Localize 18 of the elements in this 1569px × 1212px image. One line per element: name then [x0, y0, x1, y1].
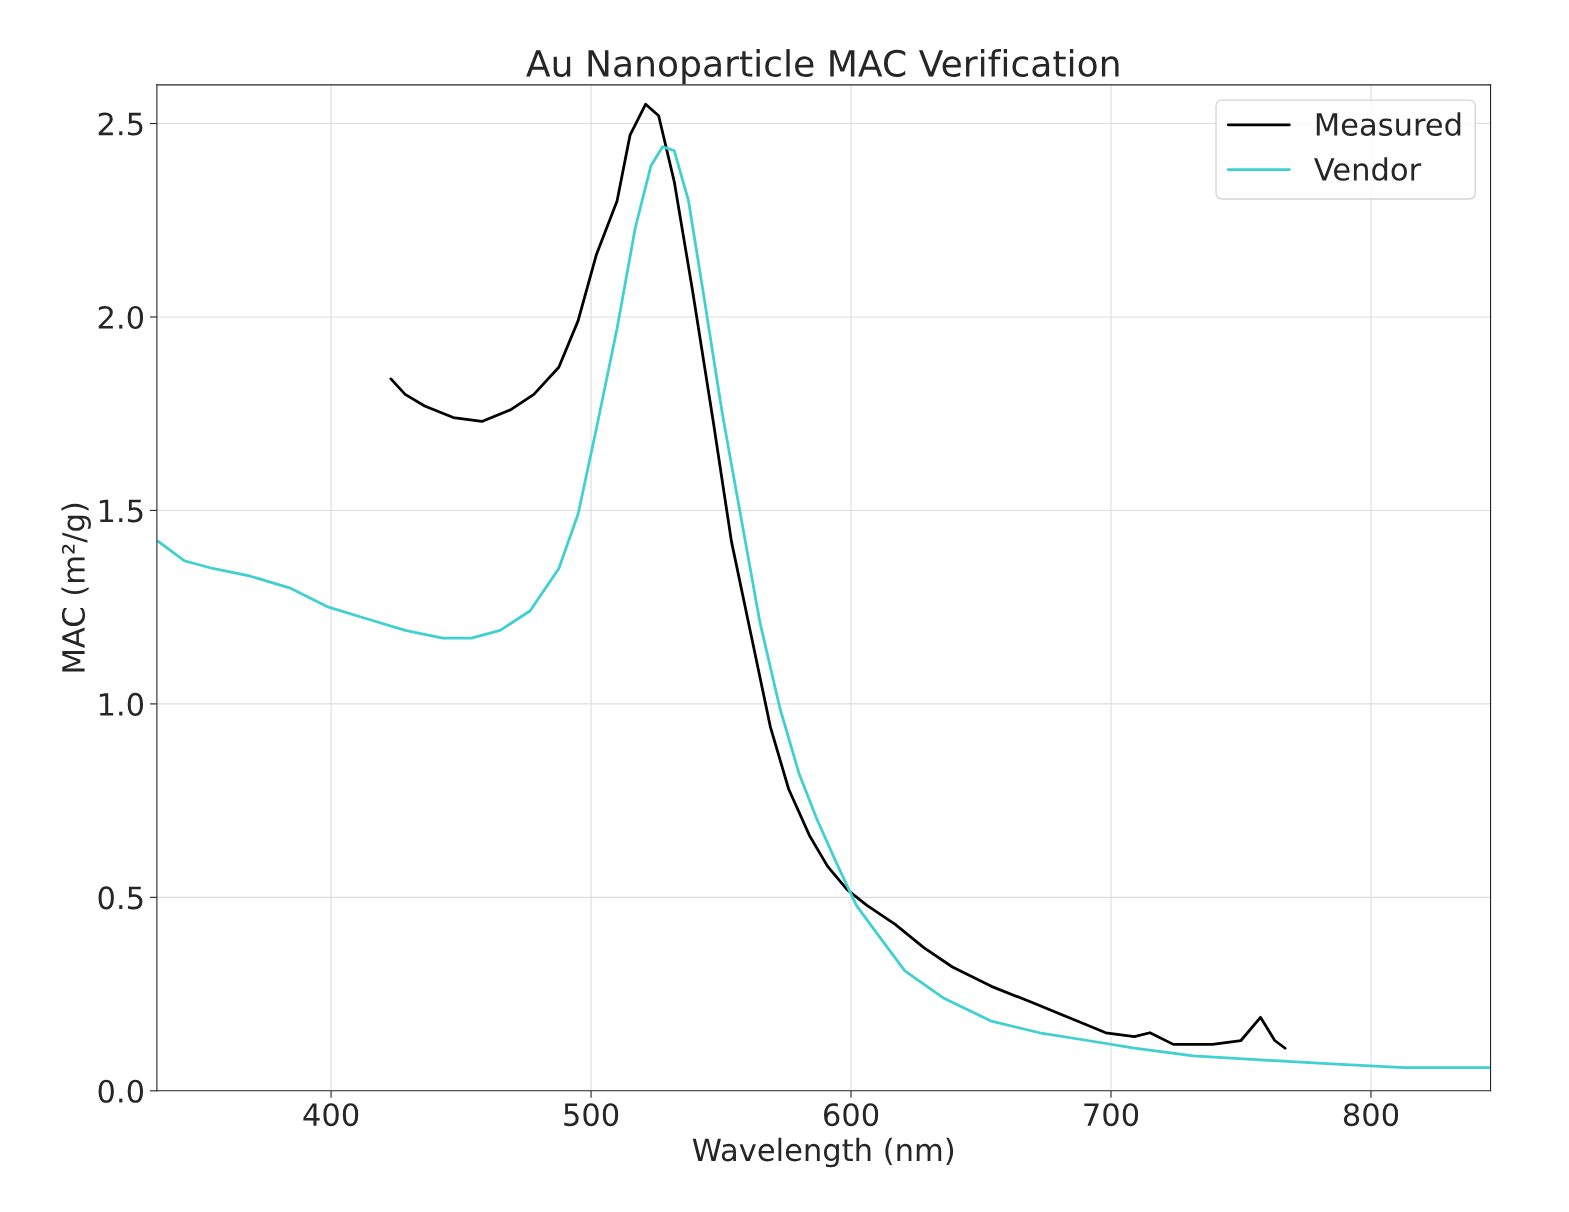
y-tick-label: 2.0 — [98, 305, 144, 330]
y-tick-label: 2.5 — [98, 112, 143, 136]
y-tick-label: 1.0 — [99, 692, 144, 716]
x-tick-label: 500 — [564, 1103, 619, 1127]
chart-title: Au Nanoparticle MAC Verification — [526, 49, 1119, 85]
line-series — [156, 145, 1491, 1069]
x-tick-label: 600 — [823, 1103, 879, 1127]
legend-label: Vendor — [1314, 157, 1422, 181]
x-tick-label: 400 — [303, 1103, 359, 1127]
x-tick-label: 700 — [1084, 1103, 1139, 1127]
y-tick-label: 1.5 — [99, 499, 143, 523]
y-tick-label: 0.0 — [98, 1079, 144, 1103]
y-axis-title: MAC (m²/g) — [61, 503, 91, 672]
x-tick-label: 800 — [1343, 1103, 1399, 1127]
x-axis-title: Wavelength (nm) — [692, 1137, 954, 1168]
legend-label: Measured — [1316, 112, 1461, 136]
y-tick-label: 0.5 — [98, 886, 143, 910]
line-series — [389, 102, 1287, 1050]
